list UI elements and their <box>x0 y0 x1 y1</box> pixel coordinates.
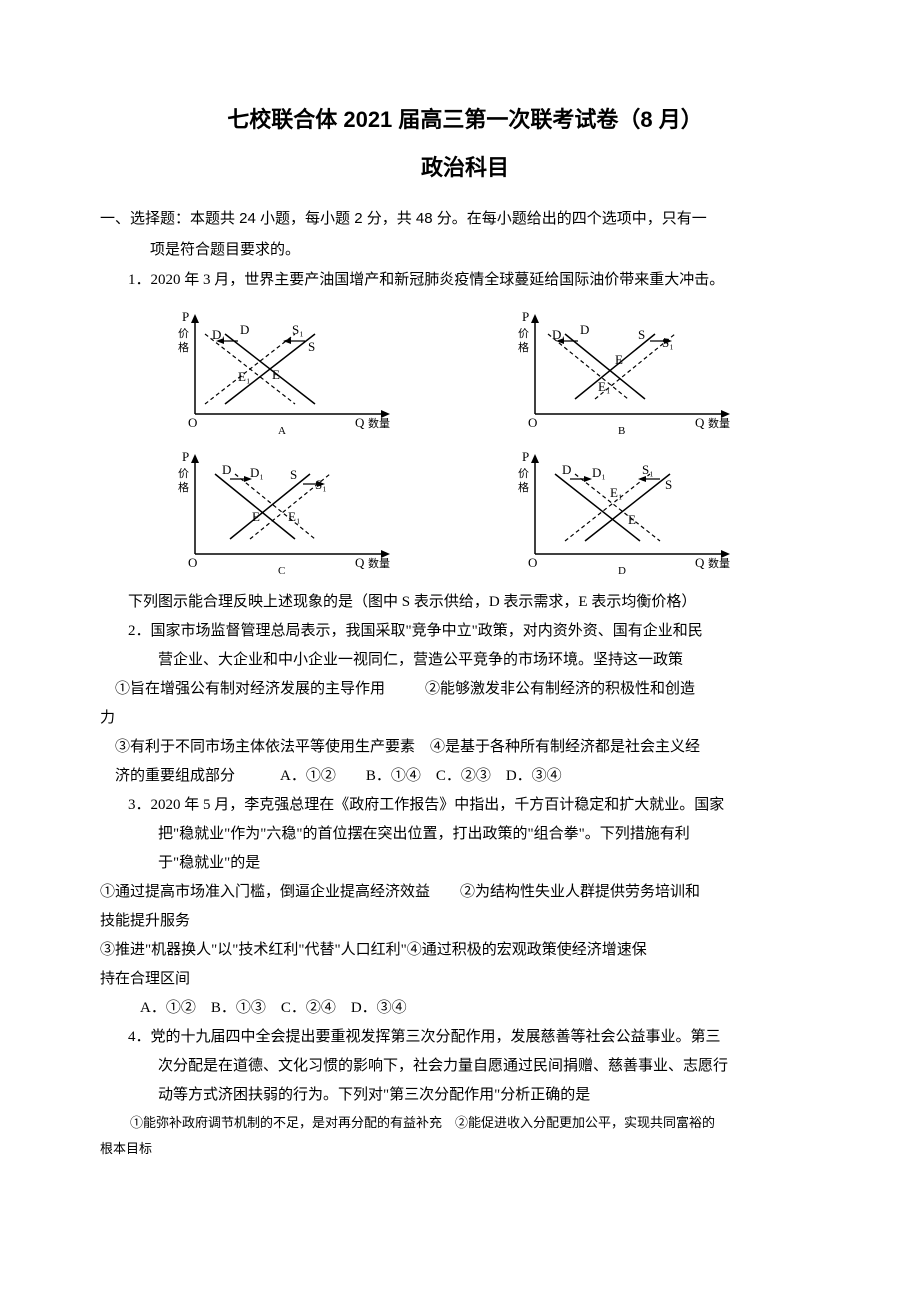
q3-stem3: 于"稳就业"的是 <box>100 850 830 877</box>
axis-p: P <box>182 309 189 324</box>
section-heading-1-cont: 项是符合题目要求的。 <box>100 236 830 263</box>
section-heading-1: 一、选择题：本题共 24 小题，每小题 2 分，共 48 分。在每小题给出的四个… <box>100 205 830 232</box>
panel-b: B <box>618 425 625 437</box>
svg-text:S: S <box>665 477 672 492</box>
svg-text:Q: Q <box>695 555 705 570</box>
svg-text:E: E <box>615 352 623 367</box>
chart-b: P 价 格 O Q 数量 B D D₁ S S₁ E E₁ <box>500 309 760 439</box>
svg-text:数量: 数量 <box>708 557 730 570</box>
svg-text:S₁: S₁ <box>642 462 654 477</box>
svg-text:E₁: E₁ <box>610 485 622 500</box>
svg-text:D: D <box>562 462 571 477</box>
charts-grid: P 价 格 O Q 数量 A D D₁ S S₁ E <box>160 309 780 579</box>
q1-stem: 1．2020 年 3 月，世界主要产油国增产和新冠肺炎疫情全球蔓延给国际油价带来… <box>100 267 830 294</box>
svg-text:P: P <box>522 449 529 464</box>
svg-text:D₁: D₁ <box>592 465 606 480</box>
svg-text:E₁: E₁ <box>288 509 300 524</box>
q3-stem2: 把"稳就业"作为"六稳"的首位摆在突出位置，打出政策的"组合拳"。下列措施有利 <box>100 821 830 848</box>
axis-price-2: 格 <box>178 340 189 354</box>
q4-stem2: 次分配是在道德、文化习惯的影响下，社会力量自愿通过民间捐赠、慈善事业、志愿行 <box>100 1053 830 1080</box>
q3-opt2-tail: 持在合理区间 <box>100 966 830 993</box>
q2-opt1: ①旨在增强公有制对经济发展的主导作用②能够激发非公有制经济的积极性和创造 <box>100 676 830 703</box>
svg-text:O: O <box>528 555 537 570</box>
q2-stem: 2．国家市场监督管理总局表示，我国采取"竞争中立"政策，对内资外资、国有企业和民 <box>100 618 830 645</box>
svg-text:Q: Q <box>695 415 705 430</box>
svg-text:S: S <box>308 339 315 354</box>
svg-text:D: D <box>580 322 589 337</box>
q3-opt1: ①通过提高市场准入门槛，倒逼企业提高经济效益②为结构性失业人群提供劳务培训和 <box>100 879 830 906</box>
title-main: 七校联合体 2021 届高三第一次联考试卷（8 月） <box>100 100 830 140</box>
svg-text:S: S <box>638 327 645 342</box>
q2-opt2: ③有利于不同市场主体依法平等使用生产要素 ④是基于各种所有制经济都是社会主义经 <box>100 734 830 761</box>
origin-a: O <box>188 415 197 430</box>
svg-text:价: 价 <box>518 327 529 340</box>
svg-text:E₁: E₁ <box>238 369 250 384</box>
chart-a: P 价 格 O Q 数量 A D D₁ S S₁ E <box>160 309 420 439</box>
panel-d: D <box>618 565 626 577</box>
q3-stem: 3．2020 年 5 月，李克强总理在《政府工作报告》中指出，千方百计稳定和扩大… <box>100 792 830 819</box>
svg-text:格: 格 <box>178 480 189 494</box>
svg-text:价: 价 <box>518 467 529 480</box>
q4-stem3: 动等方式济困扶弱的行为。下列对"第三次分配作用"分析正确的是 <box>100 1082 830 1109</box>
svg-text:P: P <box>522 309 529 324</box>
chart-c: P 价 格 O Q 数量 C D D₁ S S₁ E E₁ <box>160 449 420 579</box>
q3-opt2: ③推进"机器换人"以"技术红利"代替"人口红利"④通过积极的宏观政策使经济增速保 <box>100 937 830 964</box>
axis-price-1: 价 <box>178 327 189 340</box>
q4-stem: 4．党的十九届四中全会提出要重视发挥第三次分配作用，发展慈善等社会公益事业。第三 <box>100 1024 830 1051</box>
svg-text:格: 格 <box>518 340 529 354</box>
svg-text:价: 价 <box>178 467 189 480</box>
svg-text:E: E <box>628 512 636 527</box>
chart-d: P 价 格 O Q 数量 D D D₁ S S₁ E E₁ <box>500 449 760 579</box>
q4-opt1: ①能弥补政府调节机制的不足，是对再分配的有益补充 ②能促进收入分配更加公平，实现… <box>100 1111 830 1134</box>
svg-text:数量: 数量 <box>708 417 730 430</box>
q1-post: 下列图示能合理反映上述现象的是（图中 S 表示供给，D 表示需求，E 表示均衡价… <box>100 589 830 616</box>
svg-text:P: P <box>182 449 189 464</box>
svg-text:E: E <box>272 367 280 382</box>
svg-text:格: 格 <box>518 480 529 494</box>
svg-text:数量: 数量 <box>368 557 390 570</box>
panel-a: A <box>278 425 286 437</box>
svg-text:Q: Q <box>355 555 365 570</box>
svg-text:E₁: E₁ <box>598 379 610 394</box>
q4-opt1-tail: 根本目标 <box>100 1137 830 1160</box>
axis-q-a: Q <box>355 415 365 430</box>
axis-qty-a: 数量 <box>368 417 390 430</box>
svg-text:O: O <box>188 555 197 570</box>
svg-text:O: O <box>528 415 537 430</box>
q2-opt3: 济的重要组成部分 A．①② B．①④ C．②③ D．③④ <box>100 763 830 790</box>
svg-text:S: S <box>290 467 297 482</box>
q2-opt1-tail: 力 <box>100 705 830 732</box>
q3-choices: A．①② B．①③ C．②④ D．③④ <box>100 995 830 1022</box>
title-sub: 政治科目 <box>100 148 830 188</box>
svg-text:D: D <box>240 322 249 337</box>
svg-text:D₁: D₁ <box>250 465 264 480</box>
svg-text:D: D <box>222 462 231 477</box>
q3-opt1-tail: 技能提升服务 <box>100 908 830 935</box>
panel-c: C <box>278 565 285 577</box>
svg-text:S₁: S₁ <box>292 322 304 337</box>
svg-text:E: E <box>252 509 260 524</box>
q2-stem2: 营企业、大企业和中小企业一视同仁，营造公平竞争的市场环境。坚持这一政策 <box>100 647 830 674</box>
